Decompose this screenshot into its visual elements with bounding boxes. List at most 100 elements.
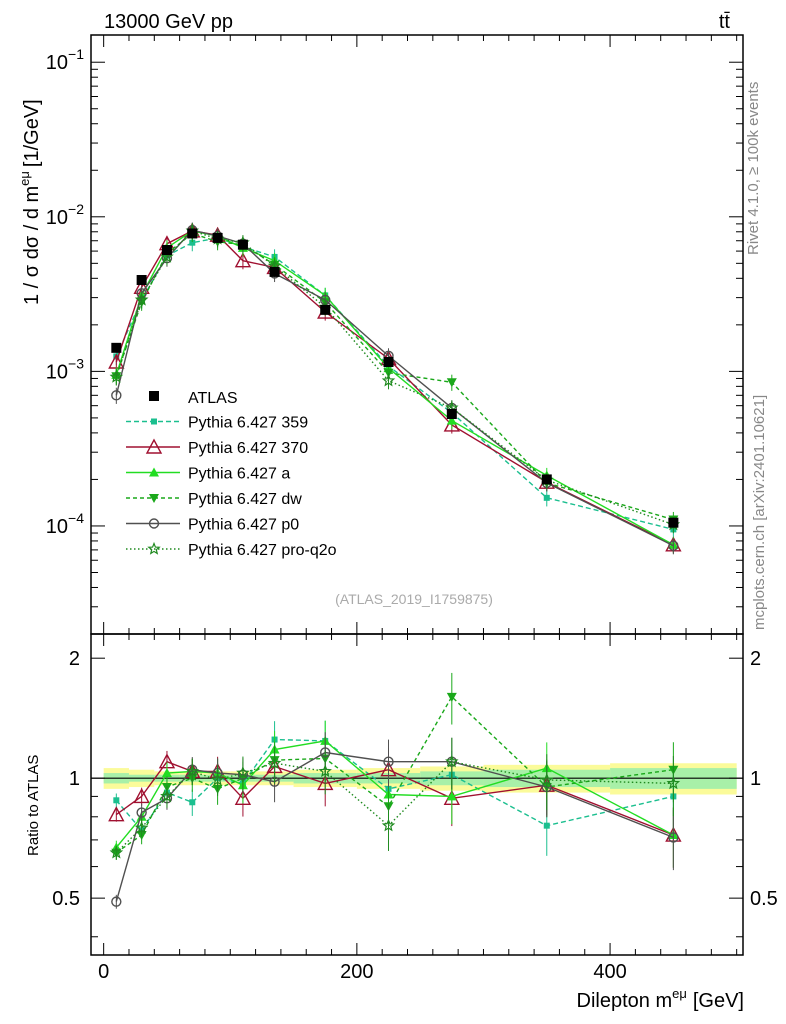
series-ratio-point xyxy=(446,791,457,801)
legend-marker xyxy=(149,467,159,477)
x-axis-label: Dilepton meμ [GeV] xyxy=(577,986,744,1012)
series-ratio-point xyxy=(539,772,554,786)
y-tick-label: 10−4 xyxy=(46,510,84,538)
series-ratio-point xyxy=(109,845,124,859)
x-axis-label-main: Dilepton m xyxy=(577,990,673,1012)
series-point xyxy=(381,373,396,387)
x-tick-label: 200 xyxy=(340,961,373,983)
legend-item-5: Pythia 6.427 pro-q2o xyxy=(126,541,337,559)
header-title: 13000 GeV pp xyxy=(104,11,233,33)
legend-label: Pythia 6.427 pro-q2o xyxy=(188,542,337,559)
data-point xyxy=(161,244,172,255)
data-point xyxy=(237,239,248,250)
data-point xyxy=(111,342,122,353)
series-point xyxy=(160,249,174,263)
ratio-y-tick-label-right: 2 xyxy=(750,648,761,670)
series-ratio-point xyxy=(185,764,200,778)
series-ratio-point xyxy=(161,768,172,778)
mcplots-credit-label: mcplots.cern.ch [arXiv:2401.10621] xyxy=(751,395,768,630)
series-line-ratio xyxy=(115,695,674,854)
ratio-y-tick-label: 2 xyxy=(69,648,80,670)
series-ratio-point xyxy=(668,832,679,843)
series-line-ratio xyxy=(115,740,674,848)
legend-item-data: ATLAS xyxy=(149,390,238,407)
legend-label: ATLAS xyxy=(188,390,238,407)
ratio-y-tick-label-right: 0.5 xyxy=(750,888,778,910)
legend-item-3: Pythia 6.427 dw xyxy=(126,491,302,508)
series-ratio-point xyxy=(210,772,225,786)
series-ratio-point xyxy=(111,896,122,907)
series-ratio-point xyxy=(108,806,125,822)
data-point xyxy=(187,228,198,239)
series-ratio-point xyxy=(445,754,459,768)
data-point xyxy=(668,517,679,528)
ratio-y-axis-label: Ratio to ATLAS xyxy=(25,755,42,856)
series-layer xyxy=(108,222,682,909)
x-tick-label: 0 xyxy=(98,961,109,983)
legend-marker xyxy=(147,541,161,555)
series-5 xyxy=(109,223,681,860)
legend-label: Pythia 6.427 a xyxy=(188,466,290,483)
series-point xyxy=(109,369,124,383)
axes-layer: 0 200 400 10−1 10−2 10−3 10−4 0.5 0.5 1 1 2 2 xyxy=(46,34,778,983)
legend-item-1: Pythia 6.427 370 xyxy=(126,438,308,457)
series-ratio-point xyxy=(267,756,282,770)
y-axis-label: 1 / σ dσ / d meμ [1/GeV] xyxy=(17,99,43,305)
series-ratio-point xyxy=(446,692,457,702)
series-ratio-point xyxy=(136,807,147,818)
ratio-y-tick-label-right: 1 xyxy=(750,768,761,790)
legend-marker xyxy=(151,418,157,425)
legend: ATLAS Pythia 6.427 359 Pythia 6.427 370 Pyt… xyxy=(126,390,337,559)
data-point xyxy=(212,232,223,243)
legend-marker xyxy=(148,518,160,529)
legend-marker xyxy=(149,391,159,401)
x-axis-label-sup: eμ xyxy=(672,986,687,1001)
ratio-y-tick-label: 1 xyxy=(69,768,80,790)
series-line-ratio xyxy=(115,760,674,854)
y-tick-label: 10−2 xyxy=(46,201,84,229)
series-ratio-point xyxy=(113,797,120,804)
series-point xyxy=(446,415,457,425)
series-point xyxy=(234,252,252,268)
series-4 xyxy=(111,222,679,909)
ratio-y-tick-label: 0.5 xyxy=(52,888,80,910)
legend-marker xyxy=(145,438,163,454)
y-axis-label-unit: [1/GeV] xyxy=(21,99,43,167)
series-line-main xyxy=(115,229,674,547)
header-process: tt̄ xyxy=(719,11,731,33)
series-point xyxy=(668,540,679,551)
series-ratio-point xyxy=(543,822,550,829)
series-line-main xyxy=(115,232,674,521)
series-point xyxy=(543,494,550,501)
legend-item-0: Pythia 6.427 359 xyxy=(126,415,308,432)
series-point xyxy=(111,390,122,401)
series-ratio-point xyxy=(234,789,252,806)
data-point xyxy=(320,304,331,315)
x-tick-label: 400 xyxy=(593,961,626,983)
series-ratio-point xyxy=(189,799,196,806)
data-points-layer xyxy=(111,228,679,528)
y-tick-label: 10−3 xyxy=(46,355,84,383)
series-ratio-point xyxy=(381,818,396,832)
data-point xyxy=(541,474,552,485)
legend-label: Pythia 6.427 p0 xyxy=(188,517,299,534)
legend-label: Pythia 6.427 359 xyxy=(188,415,308,432)
series-ratio-point xyxy=(318,764,332,778)
series-ratio-point xyxy=(160,789,174,803)
series-point xyxy=(134,292,149,306)
legend-label: Pythia 6.427 370 xyxy=(188,440,308,457)
series-point xyxy=(189,239,196,246)
data-point xyxy=(269,266,280,277)
y-axis-label-main: 1 / σ dσ / d m xyxy=(21,186,43,305)
analysis-id-label: (ATLAS_2019_I1759875) xyxy=(335,591,493,607)
series-ratio-point xyxy=(236,765,250,779)
x-axis-label-unit: [GeV] xyxy=(693,990,744,1012)
y-axis-label-sup: eμ xyxy=(17,171,32,186)
data-point xyxy=(446,408,457,419)
y-tick-label: 10−1 xyxy=(46,46,84,74)
legend-marker xyxy=(149,494,159,503)
series-ratio-point xyxy=(666,776,681,790)
series-ratio-point xyxy=(383,756,394,767)
data-point xyxy=(383,356,394,367)
